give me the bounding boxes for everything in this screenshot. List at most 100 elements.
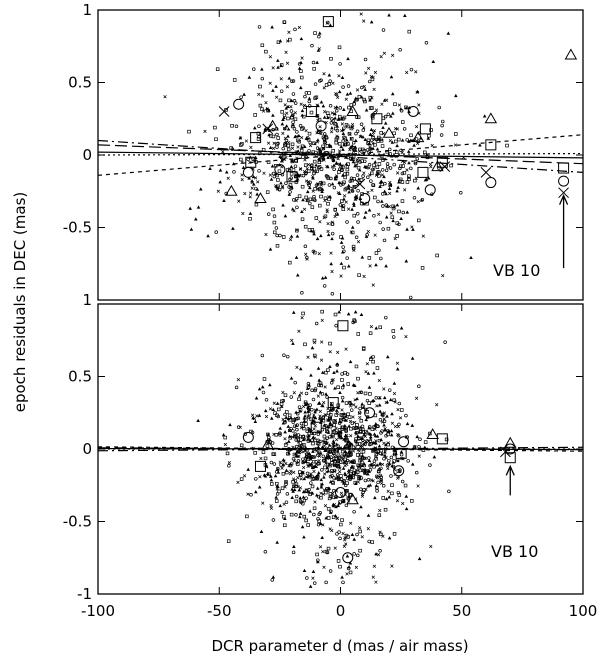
data-point [271,134,276,139]
data-point [284,500,289,504]
data-point [328,341,332,346]
data-point [261,501,265,505]
data-point [268,407,273,411]
data-point [292,484,296,489]
data-point [357,177,361,181]
data-point [287,76,292,80]
data-point [271,407,276,411]
data-point [319,383,323,388]
data-point [286,424,291,428]
data-point [316,394,321,398]
data-point [354,481,358,486]
data-point [289,105,293,109]
data-point [310,484,315,489]
data-point [379,179,384,183]
data-point [269,478,274,482]
data-point [272,214,277,218]
data-point [286,127,291,131]
data-point [302,514,307,519]
data-point [330,182,335,186]
highlighted-point [315,120,327,132]
bottom-panel-annotation: VB 10 [491,464,538,561]
data-point [279,404,284,408]
data-point [313,416,318,420]
data-point [343,435,347,440]
data-point [469,255,473,260]
data-point [253,451,257,455]
data-point [347,415,352,419]
data-point [351,449,356,453]
data-point [387,388,392,392]
data-point [293,380,297,385]
data-point [257,25,262,29]
data-point [344,347,348,351]
data-point [364,210,368,214]
data-point [300,108,305,113]
data-point [387,536,392,540]
data-point [338,419,343,423]
data-point [287,30,291,34]
data-point [285,354,290,359]
data-point [380,452,384,456]
data-point [305,136,310,140]
data-point [299,75,304,80]
data-point [403,13,407,17]
data-point [350,125,355,129]
data-point [284,181,288,185]
data-point [340,122,345,126]
data-point [341,466,346,470]
data-point [374,108,379,112]
data-point [303,224,308,229]
data-point [405,138,409,142]
data-point [346,412,350,416]
data-point [309,481,313,485]
data-point [346,124,350,129]
data-point [362,97,366,102]
data-point [366,175,370,180]
data-point [418,437,422,442]
data-point [319,194,323,199]
data-point [316,138,320,142]
data-point [383,450,387,454]
data-point [334,108,339,113]
data-point [330,429,335,433]
fit-line-dotted [97,152,584,156]
data-point [325,111,330,115]
data-point [384,442,388,447]
data-point [397,103,402,107]
data-point [292,487,297,492]
data-point [354,163,358,167]
data-point [417,218,421,223]
data-point [313,82,318,86]
data-point [311,441,315,446]
data-point [375,475,380,480]
data-point [354,235,359,240]
data-point [196,418,200,422]
data-point [284,155,288,160]
data-point [304,475,308,479]
data-point [443,340,447,344]
data-point [316,471,321,475]
data-point [302,498,307,503]
data-point [403,483,408,488]
data-point [386,489,390,493]
data-point [307,91,311,95]
data-point [320,340,324,344]
data-point [427,134,431,138]
highlighted-point [564,48,578,60]
data-point [349,434,353,438]
data-point [268,173,273,177]
data-point [446,31,451,35]
data-point [341,580,345,585]
data-point [374,441,378,445]
data-point [286,116,290,121]
data-point [357,436,361,440]
data-point [271,88,275,92]
data-point [296,174,301,178]
data-point [388,397,393,402]
data-point [291,429,295,433]
data-point [279,89,284,93]
data-point [257,169,261,173]
data-point [271,518,276,522]
data-point [337,530,341,534]
